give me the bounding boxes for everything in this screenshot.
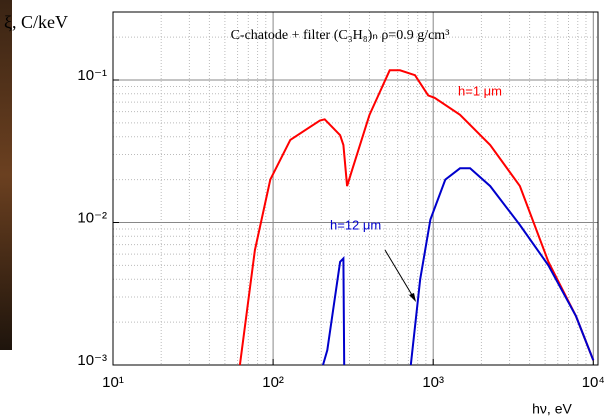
- legend-label: h=1 μm: [458, 83, 502, 98]
- series-line: [238, 69, 595, 366]
- x-tick-label: 10⁴: [582, 374, 604, 391]
- x-tick-label: 10²: [262, 374, 284, 391]
- grid: [112, 12, 598, 366]
- y-tick-label: 10⁻²: [77, 209, 107, 226]
- background-strip: [0, 0, 12, 350]
- y-axis-label: ξ, C/keV: [4, 12, 68, 32]
- series-line: [322, 167, 595, 366]
- chart-title: C-chatode + filter (C₃H₈)ₙ ρ=0.9 g/cm³: [231, 28, 450, 43]
- x-axis-label: hν, eV: [532, 401, 572, 417]
- plot-frame: [112, 11, 599, 366]
- x-tick-label: 10¹: [102, 374, 124, 391]
- arrow-head: [409, 293, 416, 302]
- annotation-arrow: [384, 249, 416, 301]
- legend-label: h=12 μm: [330, 217, 381, 232]
- x-tick-label: 10³: [422, 374, 444, 391]
- y-tick-label: 10⁻³: [77, 352, 107, 369]
- y-tick-label: 10⁻¹: [77, 67, 107, 84]
